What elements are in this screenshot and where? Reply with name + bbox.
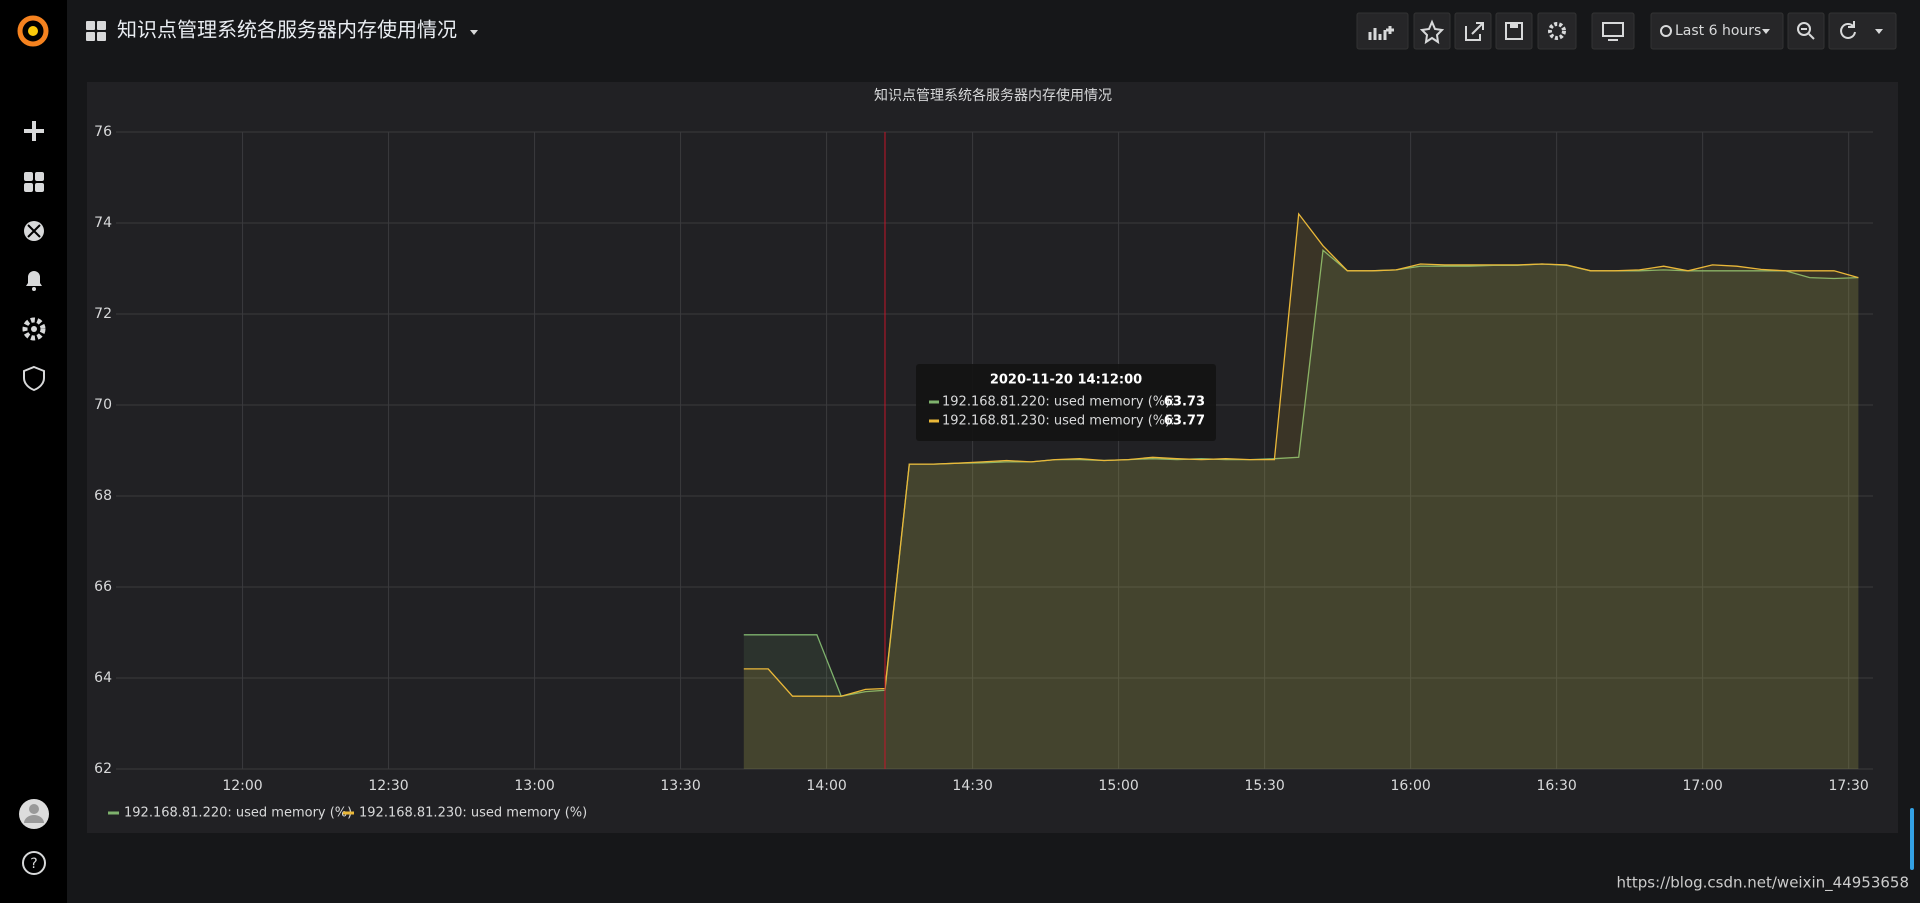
tooltip-title: 2020-11-20 14:12:00 xyxy=(990,373,1142,388)
tooltip: 2020-11-20 14:12:00 192.168.81.220: used… xyxy=(916,364,1216,441)
watermark: https://blog.csdn.net/weixin_44953658 xyxy=(1616,874,1909,893)
y-tick-label: 72 xyxy=(94,306,112,322)
settings-button[interactable] xyxy=(1537,12,1577,50)
scrollbar[interactable] xyxy=(1910,808,1914,870)
create-icon[interactable] xyxy=(24,121,44,141)
alerting-icon[interactable] xyxy=(26,271,42,291)
series-area xyxy=(743,250,1859,770)
time-range[interactable]: Last 6 hours xyxy=(1675,23,1761,39)
time-picker[interactable]: Last 6 hours xyxy=(1650,12,1784,50)
star-button[interactable] xyxy=(1413,12,1451,50)
tv-mode-button[interactable] xyxy=(1591,12,1635,50)
explore-icon[interactable] xyxy=(24,221,44,241)
grafana-logo[interactable] xyxy=(17,15,49,47)
legend-label: 192.168.81.220: used memory (%) xyxy=(124,806,352,821)
x-tick-label: 14:00 xyxy=(806,778,846,794)
x-tick-label: 13:00 xyxy=(514,778,554,794)
zoom-out-button[interactable] xyxy=(1787,12,1825,50)
server-admin-icon[interactable] xyxy=(23,365,45,392)
x-tick-label: 15:30 xyxy=(1244,778,1284,794)
x-tick-label: 17:30 xyxy=(1828,778,1868,794)
y-tick-label: 70 xyxy=(94,397,112,413)
y-tick-label: 74 xyxy=(94,215,112,231)
tooltip-value: 63.73 xyxy=(1164,395,1205,410)
y-tick-label: 76 xyxy=(94,124,112,140)
y-tick-label: 64 xyxy=(94,670,112,686)
y-tick-label: 66 xyxy=(94,579,112,595)
title-caret[interactable] xyxy=(470,30,478,35)
y-tick-label: 62 xyxy=(94,761,112,777)
save-button[interactable] xyxy=(1495,12,1533,50)
dashboard-title[interactable]: 知识点管理系统各服务器内存使用情况 xyxy=(117,18,457,42)
sidebar xyxy=(0,0,67,903)
y-tick-label: 68 xyxy=(94,488,112,504)
configuration-icon[interactable] xyxy=(22,317,46,341)
tooltip-label: 192.168.81.220: used memory (%): xyxy=(942,395,1175,410)
x-tick-label: 13:30 xyxy=(660,778,700,794)
series-area xyxy=(743,213,1859,769)
x-tick-label: 16:30 xyxy=(1536,778,1576,794)
x-tick-label: 12:00 xyxy=(222,778,262,794)
share-button[interactable] xyxy=(1454,12,1492,50)
svg-text:?: ? xyxy=(30,856,37,872)
dashboards-icon[interactable] xyxy=(24,172,44,192)
x-tick-label: 14:30 xyxy=(952,778,992,794)
help-icon[interactable]: ? xyxy=(22,851,46,875)
panel-title[interactable]: 知识点管理系统各服务器内存使用情况 xyxy=(874,87,1112,104)
tooltip-label: 192.168.81.230: used memory (%): xyxy=(942,414,1175,429)
legend-label: 192.168.81.230: used memory (%) xyxy=(359,806,587,821)
x-tick-label: 15:00 xyxy=(1098,778,1138,794)
series-line xyxy=(743,212,1859,697)
x-tick-label: 17:00 xyxy=(1682,778,1722,794)
add-panel-button[interactable] xyxy=(1356,12,1409,50)
x-tick-label: 12:30 xyxy=(368,778,408,794)
plot: 62 64 66 68 70 72 74 76 12:00 12:30 13:00 13:30 14:0… xyxy=(94,124,1873,821)
tooltip-value: 63.77 xyxy=(1164,414,1205,429)
refresh-button[interactable] xyxy=(1828,12,1897,50)
dashboard-icon xyxy=(86,21,106,41)
x-tick-label: 16:00 xyxy=(1390,778,1430,794)
user-avatar[interactable] xyxy=(19,799,49,829)
